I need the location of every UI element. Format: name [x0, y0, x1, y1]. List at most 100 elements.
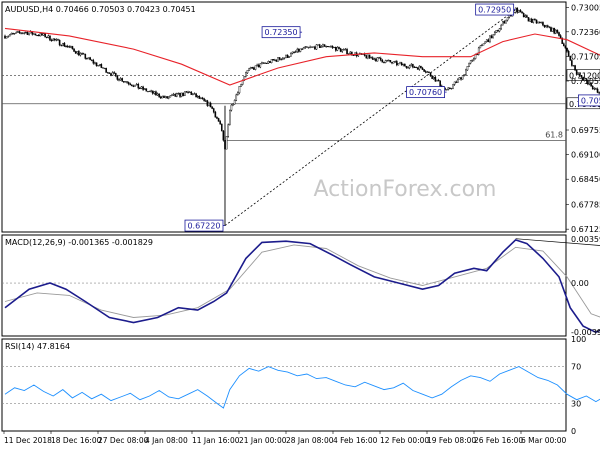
candle-body: [161, 96, 164, 99]
candle-body: [269, 61, 271, 64]
candle-body: [87, 57, 90, 59]
candle-body: [111, 72, 114, 76]
candle-body: [505, 19, 507, 24]
candle-body: [418, 65, 421, 70]
candle-body: [381, 60, 384, 63]
candle-body: [196, 95, 199, 98]
candle-body: [367, 54, 369, 59]
candle-body: [407, 67, 409, 69]
candle-body: [306, 46, 308, 48]
candle-body: [118, 79, 120, 81]
candle-body: [280, 59, 282, 61]
annotation-label: 0.72950: [478, 6, 511, 15]
candle-body: [375, 58, 377, 62]
candle-body: [219, 121, 221, 125]
candle-body: [4, 35, 6, 39]
candle-body: [71, 46, 74, 50]
y-tick-label: 0.69755: [571, 126, 600, 135]
candle-body: [495, 30, 498, 33]
candle-body: [465, 69, 467, 75]
candle-body: [167, 96, 170, 99]
candle-body: [58, 39, 61, 46]
candle-body: [214, 111, 217, 118]
candle-body: [317, 44, 319, 46]
x-tick-label: 4 Feb 16:00: [333, 436, 378, 445]
candle-body: [187, 91, 189, 93]
candle-body: [237, 92, 239, 96]
candle-body: [487, 39, 490, 42]
pane-frame-price: [1, 1, 567, 233]
candle-body: [479, 45, 482, 49]
candle-body: [320, 46, 323, 48]
candle-body: [193, 93, 196, 95]
candle-body: [575, 69, 578, 75]
price-candles: [4, 7, 600, 150]
candle-body: [282, 58, 284, 60]
candle-body: [397, 63, 400, 66]
candle-body: [240, 84, 242, 87]
candle-body: [89, 57, 91, 60]
candle-body: [379, 57, 382, 61]
macd-series-line: [4, 238, 600, 334]
candle-body: [20, 32, 22, 34]
candle-body: [253, 67, 255, 70]
candle-body: [500, 24, 502, 29]
candle-body: [492, 34, 494, 39]
candle-body: [572, 65, 575, 67]
candle-body: [44, 33, 46, 38]
candle-body: [561, 38, 564, 44]
candle-body: [540, 22, 543, 24]
candle-body: [18, 31, 21, 33]
candle-body: [530, 18, 533, 23]
candle-body: [171, 94, 173, 96]
rsi-y-tick: 70: [571, 363, 581, 372]
candle-body: [424, 71, 427, 73]
candle-body: [420, 65, 422, 69]
candle-body: [571, 60, 573, 66]
candle-body: [564, 45, 567, 49]
candle-body: [563, 43, 565, 47]
candle-body: [285, 54, 287, 58]
candle-body: [113, 72, 115, 74]
candle-body: [537, 21, 539, 24]
candle-body: [201, 97, 204, 99]
candle-body: [153, 91, 156, 94]
candle-body: [493, 32, 496, 35]
candle-body: [25, 31, 27, 34]
x-tick-label: 19 Feb 08:00: [427, 436, 476, 445]
candle-body: [222, 130, 225, 141]
x-tick-label: 4 Jan 08:00: [145, 436, 188, 445]
candle-body: [124, 81, 127, 83]
candle-body: [481, 44, 483, 47]
candle-body: [449, 87, 451, 89]
candle-body: [121, 78, 124, 82]
candle-body: [65, 45, 67, 48]
candle-body: [298, 48, 300, 52]
candle-body: [86, 58, 88, 60]
x-tick-label: 28 Jan 08:00: [286, 436, 334, 445]
candle-body: [90, 59, 93, 61]
candle-body: [399, 62, 401, 64]
candle-body: [322, 44, 324, 47]
candle-body: [49, 35, 51, 41]
candle-body: [293, 51, 295, 53]
candle-body: [405, 65, 408, 68]
candle-body: [33, 33, 35, 35]
candle-body: [177, 92, 180, 95]
candle-body: [591, 86, 594, 90]
candle-body: [484, 41, 486, 44]
rsi-y-tick: 100: [571, 335, 586, 344]
candle-body: [521, 11, 523, 14]
candle-body: [583, 79, 586, 81]
candle-body: [150, 90, 152, 92]
candle-body: [283, 57, 286, 59]
candle-body: [238, 85, 241, 94]
x-tick-label: 6 Mar 00:00: [521, 436, 567, 445]
candle-body: [445, 89, 448, 91]
candle-body: [100, 64, 103, 68]
candle-body: [270, 59, 273, 64]
candle-body: [545, 25, 547, 28]
candle-body: [346, 49, 348, 55]
candle-body: [429, 72, 432, 77]
